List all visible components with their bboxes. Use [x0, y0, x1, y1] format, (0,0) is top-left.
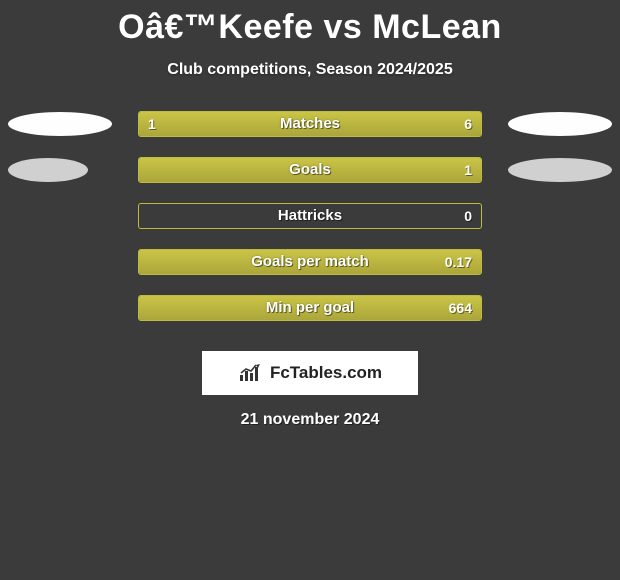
- player-right-marker: [508, 158, 612, 182]
- stat-value-right: 6: [464, 111, 472, 137]
- stat-bar-track: [138, 249, 482, 275]
- chart-area: Matches16Goals1Hattricks0Goals per match…: [0, 107, 620, 337]
- stat-row: Min per goal664: [0, 291, 620, 337]
- stat-bar-right: [139, 250, 481, 274]
- date-text: 21 november 2024: [0, 411, 620, 429]
- stat-value-right: 1: [464, 157, 472, 183]
- stat-bar-track: [138, 111, 482, 137]
- stat-value-right: 664: [449, 295, 472, 321]
- stat-row: Matches16: [0, 107, 620, 153]
- stat-value-left: 1: [148, 111, 156, 137]
- logo-text: FcTables.com: [270, 363, 382, 383]
- player-left-marker: [8, 158, 88, 182]
- stat-bar-track: [138, 295, 482, 321]
- comparison-infographic: Oâ€™Keefe vs McLean Club competitions, S…: [0, 0, 620, 580]
- stat-row: Goals per match0.17: [0, 245, 620, 291]
- stat-bar-right: [201, 112, 481, 136]
- stat-value-right: 0.17: [445, 249, 472, 275]
- logo-chart-icon: [238, 363, 264, 383]
- stat-row: Goals1: [0, 153, 620, 199]
- stat-bar-track: [138, 203, 482, 229]
- stat-value-right: 0: [464, 203, 472, 229]
- player-right-marker: [508, 112, 612, 136]
- subtitle: Club competitions, Season 2024/2025: [0, 61, 620, 79]
- player-left-marker: [8, 112, 112, 136]
- stat-bar-right: [139, 296, 481, 320]
- page-title: Oâ€™Keefe vs McLean: [0, 0, 620, 47]
- logo-box: FcTables.com: [202, 351, 418, 395]
- stat-bar-track: [138, 157, 482, 183]
- stat-bar-right: [139, 158, 481, 182]
- stat-row: Hattricks0: [0, 199, 620, 245]
